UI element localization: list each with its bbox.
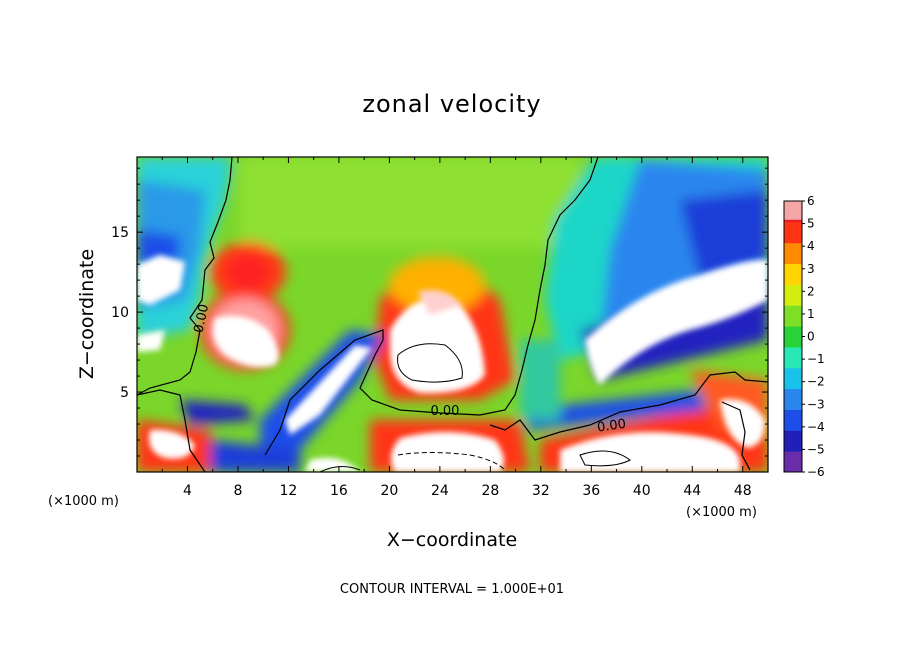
y-tick-label: 5 bbox=[120, 385, 129, 401]
colorbar-segment bbox=[784, 305, 802, 327]
colorbar-segment bbox=[784, 409, 802, 431]
y-tick-label: 10 bbox=[111, 305, 129, 321]
colorbar-segment bbox=[784, 346, 802, 369]
y-axis: 5 10 15 bbox=[111, 167, 768, 457]
x-tick-label: 16 bbox=[330, 483, 348, 499]
colorbar-tick-label: 3 bbox=[807, 262, 815, 276]
x-tick-label: 32 bbox=[532, 483, 550, 499]
colorbar-segment bbox=[784, 242, 802, 265]
colorbar-segment bbox=[784, 430, 802, 452]
contour-interval-footer: CONTOUR INTERVAL = 1.000E+01 bbox=[340, 582, 564, 597]
colorbar-tick-label: 1 bbox=[807, 307, 815, 321]
contour-label: 0.00 bbox=[430, 404, 459, 419]
x-axis-label: X−coordinate bbox=[387, 529, 517, 551]
x-tick-label: 12 bbox=[280, 483, 298, 499]
colorbar-segment bbox=[784, 451, 802, 473]
colorbar-top-segment bbox=[784, 201, 802, 220]
colorbar-tick-label: −2 bbox=[807, 375, 825, 389]
colorbar-segment bbox=[784, 221, 802, 244]
x-tick-label: 40 bbox=[633, 483, 651, 499]
colorbar-tick-label: −4 bbox=[807, 420, 825, 434]
contour-label: 0.00 bbox=[192, 303, 213, 334]
plot-frame bbox=[136, 156, 769, 473]
heatmap-field bbox=[137, 157, 768, 472]
colorbar-tick-label: 0 bbox=[807, 330, 815, 344]
colorbar-segment bbox=[784, 326, 802, 348]
colorbar-segment bbox=[784, 388, 802, 410]
x-tick-label: 36 bbox=[582, 483, 600, 499]
colorbar: 6 5 4 3 2 1 0 −1 −2 −3 −4 −5 −6 bbox=[783, 194, 825, 479]
contour-labels: 0.00 0.00 0.00 bbox=[192, 303, 627, 436]
colorbar-segment bbox=[784, 263, 802, 285]
chart-title: zonal velocity bbox=[362, 90, 541, 118]
x-tick-label: 28 bbox=[481, 483, 499, 499]
colorbar-segment bbox=[784, 284, 802, 306]
contour-label: 0.00 bbox=[596, 417, 627, 436]
x-tick-label: 24 bbox=[431, 483, 449, 499]
colorbar-tick-label: 5 bbox=[807, 217, 815, 231]
y-axis-label: Z−coordinate bbox=[76, 249, 98, 379]
y-tick-label: 15 bbox=[111, 225, 129, 241]
colorbar-tick-label: −1 bbox=[807, 352, 825, 366]
colorbar-tick-label: 6 bbox=[807, 194, 815, 208]
x-unit-left: (×1000 m) bbox=[48, 494, 119, 509]
x-tick-label: 20 bbox=[380, 483, 398, 499]
x-tick-label: 48 bbox=[734, 483, 752, 499]
x-tick-label: 44 bbox=[683, 483, 701, 499]
colorbar-tick-label: −6 bbox=[807, 465, 825, 479]
x-tick-label: 8 bbox=[233, 483, 242, 499]
colorbar-segment bbox=[784, 367, 802, 390]
x-tick-label: 4 bbox=[183, 483, 192, 499]
colorbar-tick-label: −3 bbox=[807, 397, 825, 411]
colorbar-tick-label: 2 bbox=[807, 284, 815, 298]
colorbar-tick-label: 4 bbox=[807, 239, 815, 253]
x-axis: 4 8 12 16 20 24 28 32 36 40 44 48 bbox=[161, 157, 752, 499]
x-unit-right: (×1000 m) bbox=[686, 505, 757, 520]
colorbar-tick-label: −5 bbox=[807, 442, 825, 456]
